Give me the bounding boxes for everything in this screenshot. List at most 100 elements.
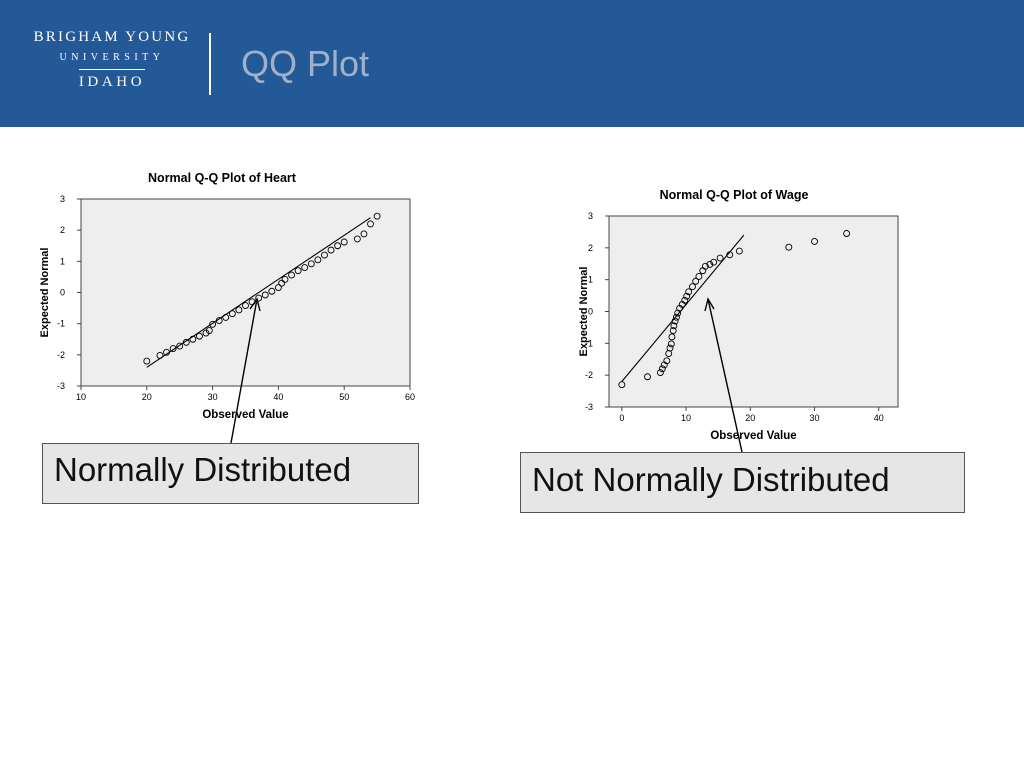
logo-line-brigham-young: BRIGHAM YOUNG [33,29,191,45]
data-point [307,260,315,268]
data-point [683,292,691,300]
data-point [843,230,851,237]
data-point [726,251,734,259]
data-point [274,284,282,291]
y-tick-label: 1 [60,256,65,266]
data-point [710,258,718,266]
y-tick-label: 0 [588,307,593,317]
y-tick-label: 3 [588,211,593,221]
data-point [314,256,322,264]
data-point [360,230,368,238]
x-tick-label: 20 [142,392,152,402]
logo-line-university: UNIVERSITY [59,52,165,63]
y-tick-label: -3 [57,381,65,391]
y-axis-label: Expected Normal [39,248,51,338]
chart-wage: Normal Q-Q Plot of Wage Observed Value Exp… [578,188,899,442]
chart-heart: Normal Q-Q Plot of Heart Observed Value Ex… [39,171,415,421]
data-point [658,365,666,373]
data-point [353,235,361,243]
y-tick-label: -2 [57,350,65,360]
x-tick-label: 10 [76,392,86,402]
data-point [156,352,164,359]
data-point [668,333,676,341]
not-normally-distributed-label: Not Normally Distributed [520,452,965,513]
data-point [695,273,703,280]
data-point [671,317,679,325]
x-tick-label: 40 [273,392,283,402]
reference-line [146,217,371,368]
data-point [716,254,724,262]
data-point [674,309,682,317]
y-axis-label: Expected Normal [578,267,590,357]
y-tick-label: 3 [60,194,65,204]
data-point [689,283,696,291]
data-point [811,238,818,245]
data-point [373,212,381,220]
data-point [169,345,177,353]
y-tick-label: 1 [588,275,593,285]
data-point [222,313,230,321]
y-tick-label: -1 [57,319,65,329]
data-point [663,357,671,365]
chart-title: Normal Q-Q Plot of Wage [660,188,809,202]
data-point [327,246,335,254]
data-point [255,294,263,302]
plot-area [608,215,899,408]
data-point [205,327,213,334]
y-tick-label: -2 [585,370,593,380]
data-point [321,251,328,259]
y-tick-label: -1 [585,338,593,348]
data-point [281,275,289,283]
data-point [666,344,674,352]
data-point [644,373,651,381]
data-point [706,260,714,268]
x-tick-label: 50 [339,392,349,402]
data-point [672,313,680,321]
y-tick-label: 2 [588,243,593,253]
data-point [242,302,249,310]
x-tick-label: 30 [810,413,820,423]
data-point [669,327,677,335]
y-tick-label: 0 [60,288,65,298]
x-tick-label: 30 [208,392,218,402]
header-divider [209,33,211,95]
x-tick-label: 0 [619,413,624,423]
data-point [209,320,217,328]
data-point [261,291,269,299]
y-tick-label: 2 [60,225,65,235]
arrow-right-line [707,298,743,453]
data-point [340,238,348,246]
plot-area [80,198,411,387]
data-point [656,369,664,377]
data-point [685,288,693,296]
data-point [681,296,689,304]
data-point [735,247,743,255]
y-tick-label: -3 [585,402,593,412]
x-axis-label: Observed Value [202,409,288,421]
data-point [670,322,678,330]
data-point [195,332,203,340]
data-point [235,306,243,314]
data-point [163,348,170,356]
university-logo: BRIGHAM YOUNG UNIVERSITY IDAHO [26,28,198,91]
x-tick-label: 60 [405,392,415,402]
data-point [367,220,374,228]
arrow-left-head [249,297,261,312]
data-point [618,381,626,389]
x-tick-label: 40 [874,413,884,423]
data-point [294,267,302,275]
data-point [667,340,675,348]
x-axis-label: Observed Value [710,430,796,442]
data-point [701,262,709,270]
data-point [228,310,236,318]
data-point [692,277,700,285]
data-point [143,357,151,365]
header-banner: BRIGHAM YOUNG UNIVERSITY IDAHO QQ Plot [0,0,1024,127]
data-point [215,317,223,324]
data-point [288,271,296,279]
logo-rule [79,69,145,70]
data-point [182,338,190,346]
arrow-left-line [230,298,258,444]
data-point [176,342,184,350]
